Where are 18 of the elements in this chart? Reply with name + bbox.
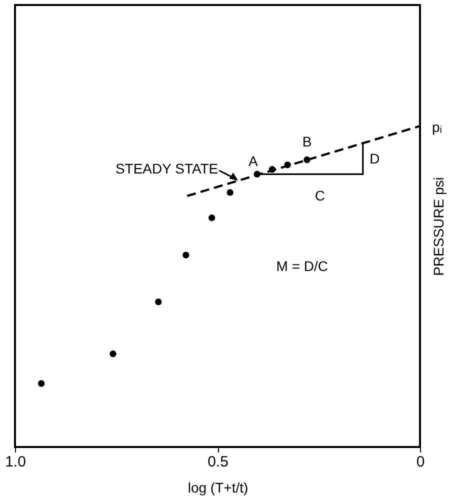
point: [38, 380, 45, 387]
annotation: C: [314, 188, 326, 204]
annotation: M = D/C: [276, 258, 328, 274]
x-tick-label: 0: [416, 454, 425, 470]
y-axis-title: PRESSURE psi: [430, 177, 446, 276]
x-axis-title: log (T+t/t): [188, 480, 248, 496]
annotation: STEADY STATE: [115, 160, 218, 177]
point: [155, 298, 162, 306]
annotation: D: [370, 150, 380, 167]
annotation: pᵢ: [432, 119, 442, 136]
annotation: A: [248, 153, 259, 170]
point: [182, 252, 190, 258]
annotation: B: [302, 134, 312, 150]
x-tick-label: 1.0: [5, 454, 26, 470]
point: [226, 189, 234, 196]
point: [110, 350, 116, 358]
point: [208, 214, 216, 222]
x-tick-label: 0.5: [208, 454, 228, 470]
